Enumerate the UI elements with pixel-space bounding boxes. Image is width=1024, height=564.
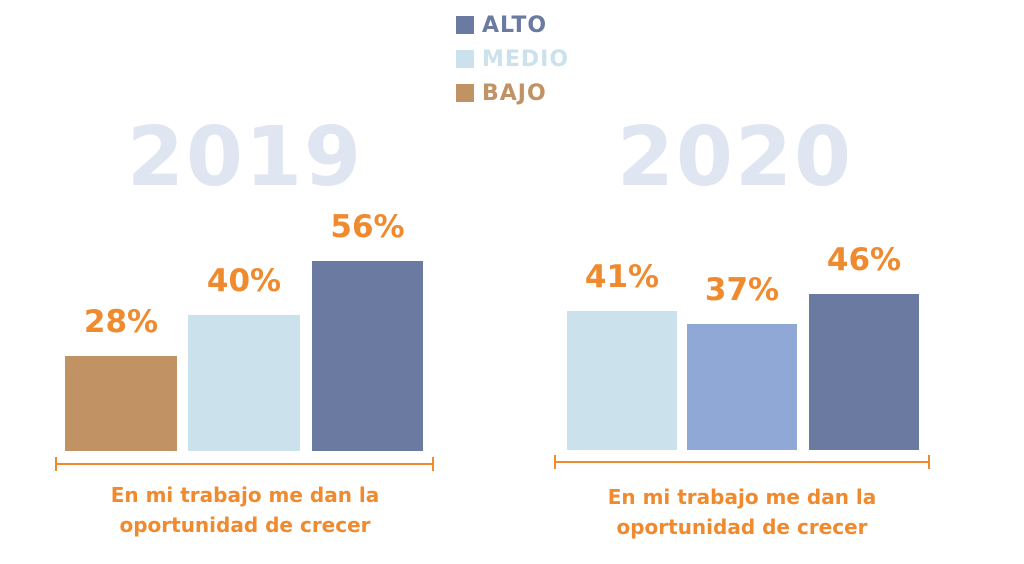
bar-label-2019-bajo: 28% [83,303,159,340]
axis-tick-2020-right [928,455,930,469]
legend-swatch-bajo [456,84,474,102]
legend-swatch-medio [456,50,474,68]
axis-tick-2020-left [554,455,556,469]
bar-2020-mid [687,324,797,450]
axis-line-2019 [56,463,433,465]
bar-2020-medio [567,310,677,450]
bar-label-2019-alto: 56% [330,208,405,245]
legend-label-alto: ALTO [482,12,548,38]
legend-label-medio: MEDIO [482,46,570,72]
chart-title-2019: 2019 [126,110,364,205]
axis-line-2020 [555,461,929,463]
caption-2020: En mi trabajo me dan la oportunidad de c… [607,485,877,539]
bar-2020-alto [809,293,919,450]
bar-label-2020-alto: 46% [826,241,902,278]
axis-tick-2019-left [55,457,57,471]
legend-swatch-alto [456,16,474,34]
bar-2019-bajo [65,355,177,451]
bar-label-2020-mid: 37% [704,272,780,309]
legend-item-medio: MEDIO [456,42,569,76]
axis-tick-2019-right [432,457,434,471]
caption-2019: En mi trabajo me dan la oportunidad de c… [110,483,380,537]
legend-item-bajo: BAJO [456,76,569,110]
bar-label-2019-medio: 40% [206,263,282,299]
legend-item-alto: ALTO [456,8,569,42]
bar-label-2020-medio: 41% [584,258,660,295]
legend: ALTO MEDIO BAJO [456,8,569,110]
bar-2019-medio [188,315,300,451]
legend-label-bajo: BAJO [482,80,547,106]
chart-title-2020: 2020 [616,110,854,205]
bar-2019-alto [312,260,423,451]
